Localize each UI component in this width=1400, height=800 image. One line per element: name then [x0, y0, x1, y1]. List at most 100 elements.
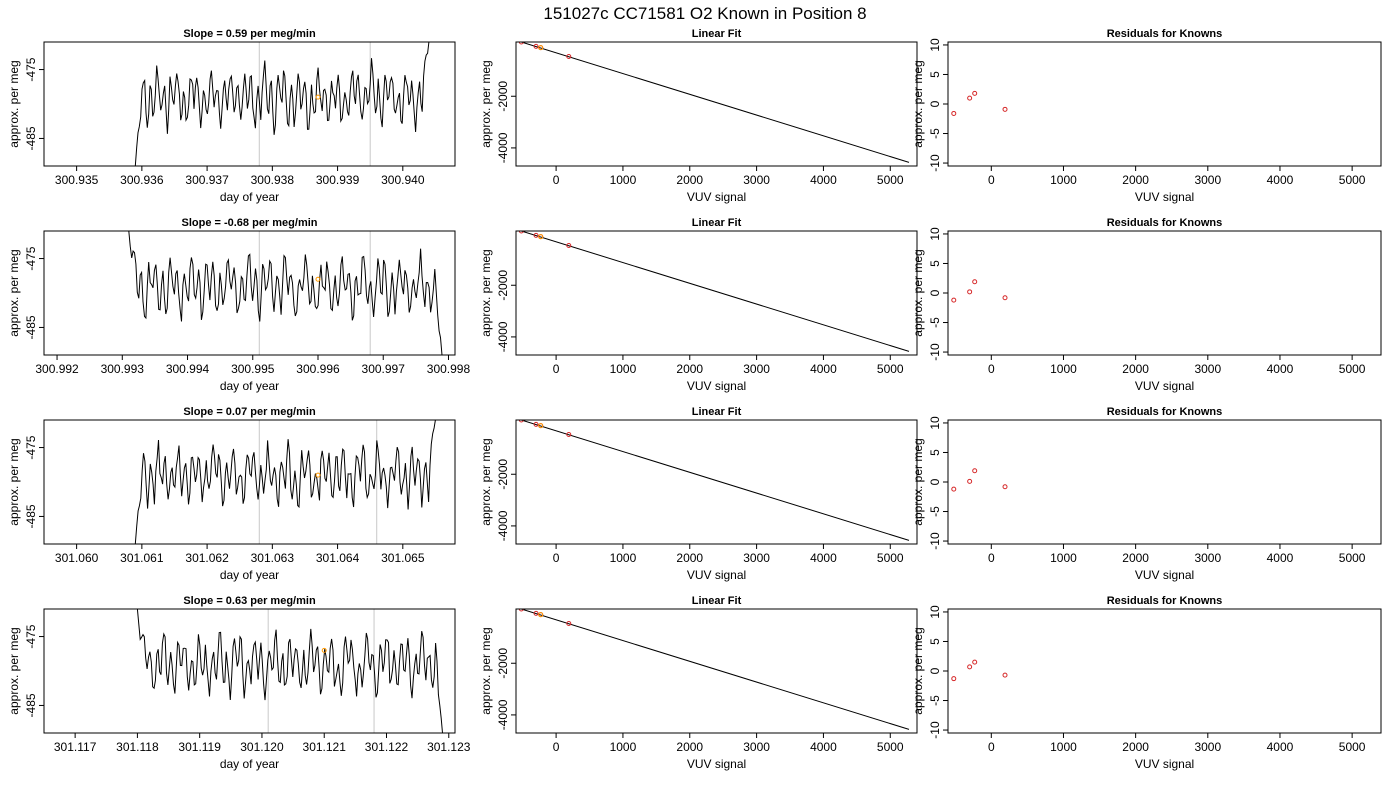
y-tick-label: -4000: [496, 699, 510, 730]
known-point: [1002, 106, 1008, 112]
x-tick-label: 3000: [743, 740, 770, 754]
plot-area: [518, 231, 910, 352]
y-axis-label: approx. per meg: [479, 60, 493, 147]
x-axis-label: VUV signal: [687, 379, 746, 393]
x-tick-label: 2000: [676, 173, 703, 187]
known-point: [967, 478, 973, 484]
panel-frame: [43, 230, 456, 356]
panel-residuals-row-2: Residuals for Knowns 0 1000 2000 3000 4000 500…: [911, 217, 1382, 393]
plot-area: [134, 420, 436, 544]
known-point: [951, 110, 957, 116]
x-tick-label: 301.120: [240, 740, 284, 754]
x-tick-label: 1000: [1050, 551, 1077, 565]
x-tick-label: 4000: [810, 551, 837, 565]
plot-area: [136, 609, 443, 733]
panel-linear_fit-row-2: Linear Fit 0 1000 2000 3000 4000 5000 -2000 -400…: [479, 217, 918, 393]
x-tick-label: 1000: [610, 173, 637, 187]
y-tick-label: -4000: [496, 132, 510, 163]
y-tick-label: -10: [928, 721, 942, 739]
known-point: [1002, 672, 1008, 678]
panel-linear_fit-row-3: Linear Fit 0 1000 2000 3000 4000 5000 -2000 -400…: [479, 406, 918, 582]
x-tick-label: 1000: [610, 362, 637, 376]
x-tick-label: 300.938: [251, 173, 295, 187]
x-tick-label: 5000: [1339, 173, 1366, 187]
panel-frame: [43, 608, 456, 734]
panel-frame: [515, 41, 918, 167]
x-tick-label: 3000: [743, 551, 770, 565]
panels-group: Slope = 0.59 per meg/min 300.935 300.936 30…: [7, 28, 1382, 771]
y-tick-label: -10: [928, 343, 942, 361]
known-point: [566, 431, 572, 437]
y-tick-label: -475: [24, 57, 38, 81]
x-tick-label: 301.063: [251, 551, 295, 565]
panel-frame: [515, 419, 918, 545]
y-axis-label: approx. per meg: [7, 627, 21, 714]
x-tick-label: 0: [553, 551, 560, 565]
known-point: [972, 659, 978, 665]
panel-frame: [515, 230, 918, 356]
y-tick-label: -485: [24, 315, 38, 339]
x-axis-label: day of year: [220, 757, 279, 771]
panel-linear_fit-row-4: Linear Fit 0 1000 2000 3000 4000 5000 -2000 -400…: [479, 595, 918, 771]
y-tick-label: 5: [928, 260, 942, 267]
y-tick-label: -5: [928, 317, 942, 328]
x-tick-label: 301.060: [55, 551, 99, 565]
y-tick-label: -2000: [496, 648, 510, 679]
x-axis-label: VUV signal: [1135, 568, 1194, 582]
panel-title: Residuals for Knowns: [1107, 595, 1223, 607]
x-tick-label: 2000: [1122, 173, 1149, 187]
signal-series-line: [134, 420, 436, 544]
x-tick-label: 5000: [877, 740, 904, 754]
panel-title: Residuals for Knowns: [1107, 406, 1223, 418]
x-tick-label: 0: [988, 173, 995, 187]
x-tick-label: 300.997: [362, 362, 406, 376]
y-tick-label: -5: [928, 695, 942, 706]
x-tick-label: 1000: [610, 551, 637, 565]
x-axis-label: day of year: [220, 568, 279, 582]
y-axis-label: approx. per meg: [479, 438, 493, 525]
x-tick-label: 300.939: [316, 173, 360, 187]
plot-area: [518, 609, 910, 730]
y-axis-label: approx. per meg: [7, 438, 21, 525]
panel-time_series-row-3: Slope = 0.07 per meg/min 301.060 301.061 30…: [7, 406, 456, 582]
y-tick-label: 0: [928, 100, 942, 107]
x-tick-label: 3000: [743, 173, 770, 187]
x-tick-label: 301.064: [316, 551, 360, 565]
plot-area: [951, 468, 1008, 492]
y-tick-label: 10: [928, 416, 942, 430]
x-tick-label: 5000: [1339, 740, 1366, 754]
known-point: [566, 620, 572, 626]
panel-title: Linear Fit: [692, 595, 742, 607]
x-tick-label: 301.118: [116, 740, 159, 754]
known-point: [533, 421, 539, 427]
x-tick-label: 2000: [1122, 551, 1149, 565]
x-axis-label: VUV signal: [1135, 757, 1194, 771]
highlight-point: [315, 94, 321, 100]
panel-frame: [43, 419, 456, 545]
x-tick-label: 300.996: [296, 362, 340, 376]
known-point: [951, 486, 957, 492]
y-tick-label: 10: [928, 38, 942, 52]
signal-series-line: [134, 42, 430, 166]
x-tick-label: 4000: [810, 173, 837, 187]
panel-title: Slope = -0.68 per meg/min: [181, 217, 317, 229]
known-point: [951, 676, 957, 682]
panel-frame: [947, 419, 1382, 545]
y-tick-label: 0: [928, 667, 942, 674]
fit-line: [521, 420, 910, 541]
x-tick-label: 301.122: [365, 740, 409, 754]
x-tick-label: 300.937: [185, 173, 229, 187]
highlight-point: [315, 472, 321, 478]
x-tick-label: 300.992: [35, 362, 79, 376]
fit-line: [521, 609, 910, 730]
x-axis-label: day of year: [220, 379, 279, 393]
y-tick-label: -2000: [496, 81, 510, 112]
x-tick-label: 0: [988, 362, 995, 376]
y-tick-label: 10: [928, 605, 942, 619]
x-tick-label: 4000: [1267, 362, 1294, 376]
x-tick-label: 4000: [810, 740, 837, 754]
panel-title: Residuals for Knowns: [1107, 217, 1223, 229]
y-axis-label: approx. per meg: [911, 627, 925, 714]
known-point: [533, 232, 539, 238]
x-tick-label: 2000: [676, 740, 703, 754]
